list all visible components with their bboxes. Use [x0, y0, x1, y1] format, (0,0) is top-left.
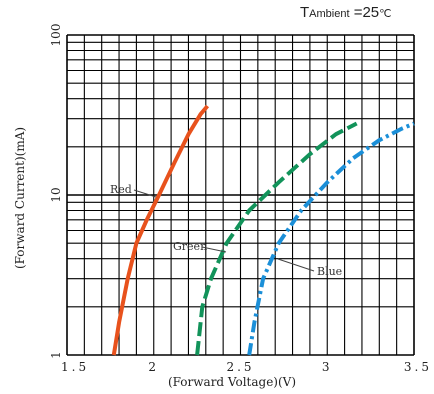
series-line-green [195, 121, 358, 356]
chart-grid [66, 34, 415, 356]
ambient-t-symbol: T [300, 4, 309, 21]
series-leader-green [201, 246, 227, 253]
ambient-value: =25 [350, 4, 380, 21]
series-label-blue: Blue [317, 265, 342, 278]
series-leader-red [133, 189, 157, 198]
x-tick-label: 3.5 [404, 360, 432, 374]
x-tick-label: 3 [322, 360, 333, 374]
x-axis-label: (Forward Voltage)(V) [168, 375, 296, 389]
chart-series [111, 104, 415, 356]
ambient-subscript: Ambient [309, 8, 349, 20]
chart-labels: (Forward Voltage)(V) (Forward Current)(m… [13, 4, 432, 389]
x-tick-label: 2 [148, 360, 159, 374]
y-tick-label: 1 [49, 351, 63, 359]
ambient-unit: ℃ [379, 8, 391, 20]
series-label-green: Green [173, 240, 207, 253]
x-tick-label: 1.5 [61, 360, 89, 374]
series-label-red: Red [110, 183, 132, 196]
x-tick-label: 2.5 [226, 360, 254, 374]
ambient-temperature-annotation: TAmbient =25℃ [300, 4, 392, 21]
y-axis-label: (Forward Current)(mA) [13, 127, 27, 269]
y-tick-label: 10 [49, 187, 63, 202]
series-line-blue [247, 121, 415, 356]
series-line-red [111, 104, 210, 356]
series-leader-blue [277, 258, 315, 272]
y-tick-label: 100 [49, 24, 63, 47]
